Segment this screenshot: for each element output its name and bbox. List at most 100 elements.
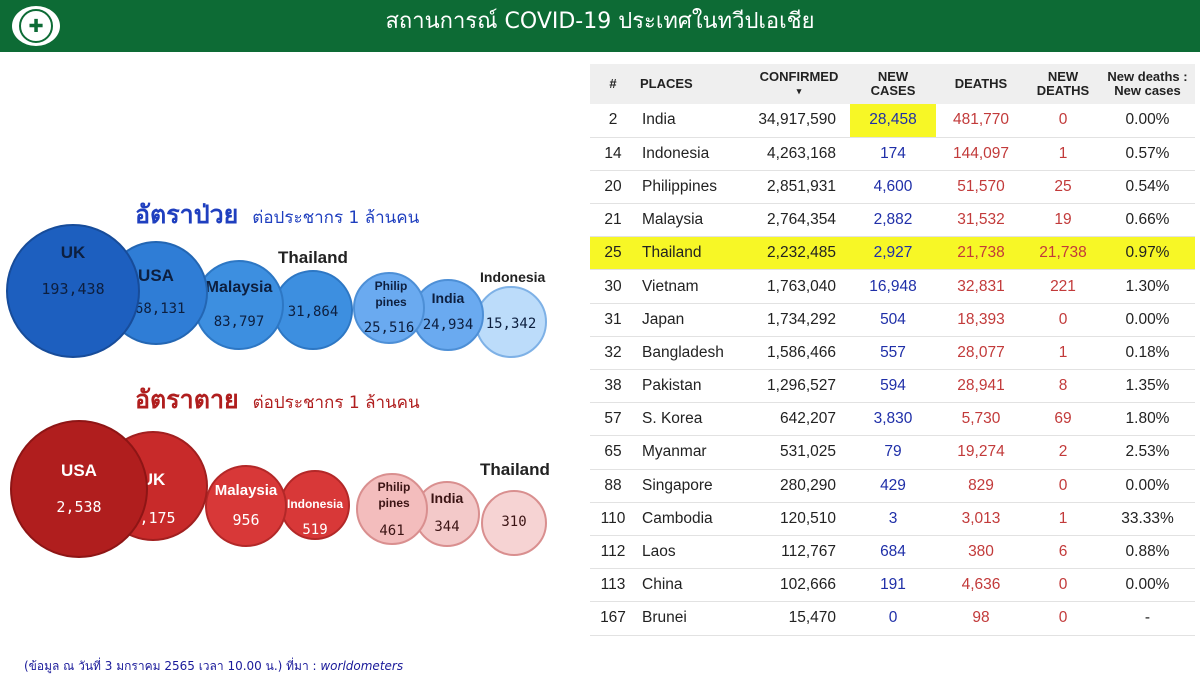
cell-new-deaths: 69 [1026,402,1100,437]
cell-deaths: 31,532 [936,203,1026,238]
table-row[interactable]: 110 Cambodia 120,510 3 3,013 1 33.33% [590,502,1195,536]
table-row[interactable]: 14 Indonesia 4,263,168 174 144,097 1 0.57% [590,137,1195,171]
cell-new-cases: 557 [850,336,936,371]
cell-place: Malaysia [636,203,748,238]
cell-place: Brunei [636,601,748,636]
bubble-thailand: 31,864 [273,270,353,350]
cell-new-deaths: 19 [1026,203,1100,238]
cell-rank: 113 [590,568,636,603]
table-row[interactable]: 32 Bangladesh 1,586,466 557 28,077 1 0.18% [590,336,1195,371]
table-row[interactable]: 2 India 34,917,590 28,458 481,770 0 0.00% [590,104,1195,138]
cell-new-deaths: 8 [1026,369,1100,404]
bubble-thailand: 310 [481,490,547,556]
cell-ratio: 0.00% [1100,568,1195,603]
cell-place: Philippines [636,170,748,205]
col-rank-header[interactable]: # [590,64,636,104]
col-new-cases-header[interactable]: NEW CASES [850,64,936,104]
table-row[interactable]: 167 Brunei 15,470 0 98 0- [590,601,1195,636]
bubble-philip-pines: Philip pines 25,516 [353,272,425,344]
cell-rank: 65 [590,435,636,470]
cell-ratio: 0.88% [1100,535,1195,570]
bubble-value: 519 [302,522,328,538]
ministry-seal-icon: ✚ [10,4,62,48]
cell-ratio: 1.35% [1100,369,1195,404]
cell-rank: 38 [590,369,636,404]
cell-new-cases: 3 [850,502,936,536]
bubble-name: Malaysia [214,482,278,499]
cell-new-cases: 2,927 [850,236,936,271]
col-deaths-header[interactable]: DEATHS [936,64,1026,104]
cell-new-cases: 684 [850,535,936,570]
cell-confirmed: 1,586,466 [748,336,850,371]
cell-new-cases: 4,600 [850,170,936,205]
table-row[interactable]: 113 China 102,666 191 4,636 0 0.00% [590,568,1195,603]
cell-new-cases: 429 [850,469,936,503]
cell-new-cases: 2,882 [850,203,936,238]
cell-rank: 167 [590,601,636,636]
col-new-deaths-header[interactable]: NEW DEATHS [1026,64,1100,104]
table-row[interactable]: 31 Japan 1,734,292 504 18,393 0 0.00% [590,303,1195,337]
deaths-heading: อัตราตาย ต่อประชากร 1 ล้านคน [135,380,420,420]
cell-rank: 20 [590,170,636,205]
cell-place: Japan [636,303,748,337]
cell-deaths: 4,636 [936,568,1026,603]
cell-place: Laos [636,535,748,570]
table-row[interactable]: 30 Vietnam 1,763,040 16,948 32,831 221 1.30% [590,269,1195,304]
cell-new-cases: 0 [850,601,936,636]
cell-confirmed: 2,232,485 [748,236,850,271]
cell-confirmed: 4,263,168 [748,137,850,171]
cell-deaths: 3,013 [936,502,1026,536]
cell-ratio: 0.00% [1100,469,1195,503]
table-row[interactable]: 112 Laos 112,767 684 380 6 0.88% [590,535,1195,570]
header-bar: ✚ สถานการณ์ COVID-19 ประเทศในทวีปเอเชีย [0,0,1200,52]
cell-place: S. Korea [636,402,748,437]
cell-ratio: 33.33% [1100,502,1195,536]
cell-ratio: 0.00% [1100,303,1195,337]
bubble-philip-pines: Philip pines 461 [356,473,428,545]
cell-ratio: 0.97% [1100,236,1195,271]
bubble-uk: UK 193,438 [6,224,140,358]
table-row[interactable]: 38 Pakistan 1,296,527 594 28,941 8 1.35% [590,369,1195,404]
bubble-value: 344 [434,519,460,535]
col-confirmed-header[interactable]: CONFIRMED ▾ [748,64,850,104]
cell-new-deaths: 25 [1026,170,1100,205]
cell-new-cases: 174 [850,137,936,171]
cell-deaths: 481,770 [936,104,1026,138]
cell-confirmed: 102,666 [748,568,850,603]
bubble-indonesia: 15,342 [475,286,547,358]
col-places-header[interactable]: PLACES [636,64,748,104]
cell-deaths: 144,097 [936,137,1026,171]
cell-deaths: 32,831 [936,269,1026,304]
table-row[interactable]: 65 Myanmar 531,025 79 19,274 2 2.53% [590,435,1195,470]
sort-down-icon: ▾ [796,86,802,96]
cell-place: Pakistan [636,369,748,404]
cell-rank: 57 [590,402,636,437]
cell-confirmed: 2,851,931 [748,170,850,205]
bubble-name: Thailand [278,248,348,267]
table-row[interactable]: 88 Singapore 280,290 429 829 0 0.00% [590,469,1195,503]
cell-ratio: 0.18% [1100,336,1195,371]
table-row[interactable]: 25 Thailand 2,232,485 2,927 21,738 21,738 0.97… [590,236,1195,271]
cell-confirmed: 2,764,354 [748,203,850,238]
cell-deaths: 5,730 [936,402,1026,437]
cell-confirmed: 642,207 [748,402,850,437]
cell-place: India [636,104,748,138]
cell-rank: 88 [590,469,636,503]
col-ratio-header[interactable]: New deaths : New cases [1100,64,1195,104]
footnote-source: worldometers [320,659,404,673]
table-row[interactable]: 20 Philippines 2,851,931 4,600 51,570 25 0.54% [590,170,1195,205]
cell-ratio: 1.30% [1100,269,1195,304]
bubble-name: India [431,290,465,306]
cell-confirmed: 120,510 [748,502,850,536]
table-row[interactable]: 21 Malaysia 2,764,354 2,882 31,532 19 0.66% [590,203,1195,238]
cell-ratio: 0.00% [1100,104,1195,138]
cell-new-deaths: 0 [1026,303,1100,337]
bubble-value: 2,538 [56,498,102,516]
cell-new-deaths: 1 [1026,502,1100,536]
bubble-value: 31,864 [287,304,339,320]
cell-confirmed: 1,734,292 [748,303,850,337]
cell-rank: 30 [590,269,636,304]
table-row[interactable]: 57 S. Korea 642,207 3,830 5,730 69 1.80% [590,402,1195,437]
cell-deaths: 28,941 [936,369,1026,404]
cell-rank: 31 [590,303,636,337]
